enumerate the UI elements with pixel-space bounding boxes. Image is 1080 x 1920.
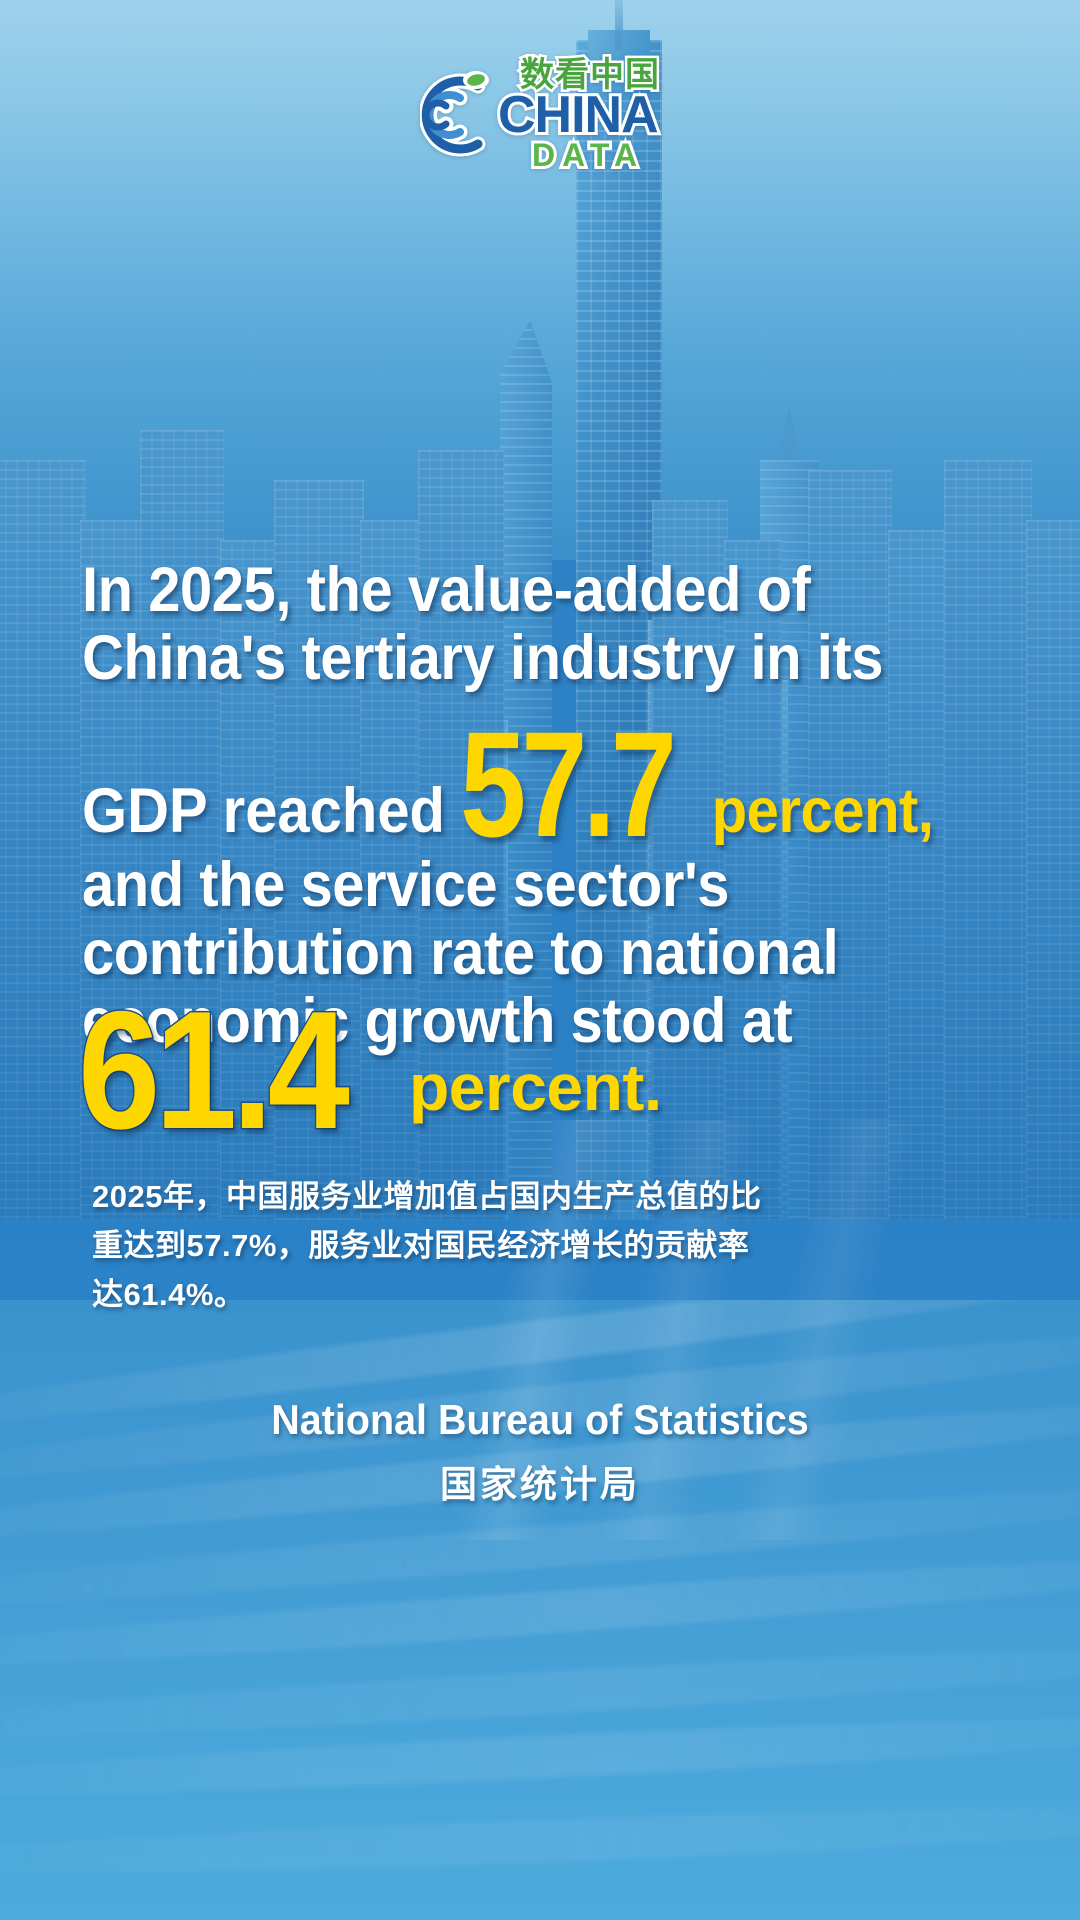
headline-line-1: In 2025, the value-added of [82, 555, 811, 625]
stat-value-57-7: 57.7 [459, 700, 677, 868]
logo-chinese-name: 数看中国 [518, 56, 662, 95]
china-data-arc-icon [418, 66, 506, 162]
stat-value-61-4: 61.4 [77, 976, 352, 1164]
light-streaks [0, 1120, 1080, 1540]
brand-logo[interactable]: 数看中国 CHINA DATA [0, 56, 1080, 174]
logo-english-name: CHINA [495, 86, 662, 144]
stat-unit-57-7: percent, [711, 776, 934, 846]
headline-block: In 2025, the value-added of China's tert… [82, 556, 982, 1055]
headline-line-6: economic growth stood at [82, 986, 793, 1056]
headline-line-4: and the service sector's [82, 850, 730, 920]
footer-chinese-source: 国家统计局 [440, 1464, 640, 1505]
headline-stat-row-2: 61.4 percent. [77, 976, 998, 1164]
footer-english-source: National Bureau of Statistics [271, 1396, 809, 1443]
headline-line-3-prefix: GDP reached [82, 776, 445, 846]
headline-line-2: China's tertiary industry in its [82, 623, 884, 693]
logo-english-sub: DATA [529, 136, 645, 174]
wave-ribbon-band [0, 1300, 1080, 1920]
chinese-paragraph: 2025年，中国服务业增加值占国内生产总值的比 重达到57.7%，服务业对国民经… [92, 1172, 882, 1319]
footer-attribution: National Bureau of Statistics 国家统计局 [0, 1392, 1080, 1512]
headline-stat-row-1: GDP reached 57.7 percent, [82, 700, 934, 868]
headline-line-5: contribution rate to national [82, 918, 839, 988]
stat-unit-61-4: percent. [408, 1050, 662, 1124]
chinese-paragraph-line-2: 重达到57.7%，服务业对国民经济增长的贡献率 [92, 1228, 750, 1263]
chinese-paragraph-line-3: 达61.4%。 [92, 1277, 246, 1312]
chinese-paragraph-line-1: 2025年，中国服务业增加值占国内生产总值的比 [92, 1179, 762, 1214]
